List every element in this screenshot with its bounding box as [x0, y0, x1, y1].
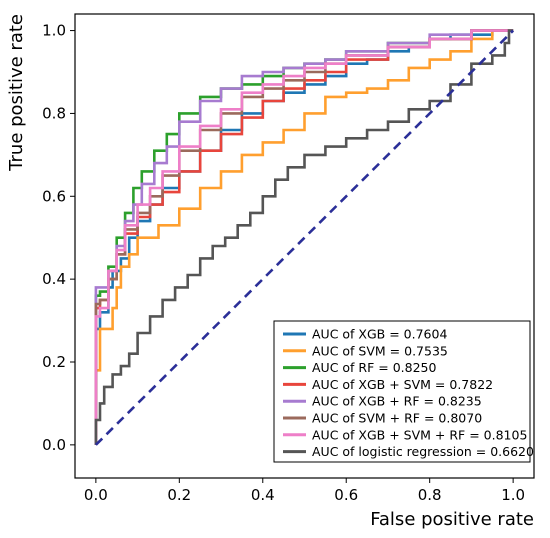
- y-tick-label: 0.4: [42, 270, 66, 288]
- series-line-7: [94, 29, 514, 445]
- plot-frame: [74, 13, 535, 479]
- axis-ticks: 0.0 0.2 0.4 0.6 0.8 1.0 0.0 0.2 0.4 0.6 0.8 1.0: [42, 22, 525, 504]
- x-tick-label: 0.2: [167, 486, 191, 504]
- y-tick-label: 0.0: [42, 436, 66, 454]
- legend-label: AUC of XGB + SVM = 0.7822: [312, 377, 493, 392]
- legend-label: AUC of XGB = 0.7604: [312, 327, 447, 342]
- x-tick-label: 1.0: [501, 486, 525, 504]
- y-tick-label: 0.2: [42, 353, 66, 371]
- x-axis-title: False positive rate: [370, 509, 534, 530]
- chance-diagonal-line: [94, 29, 515, 446]
- legend-box: [273, 320, 531, 463]
- series-line-5: [94, 29, 514, 445]
- legend-label: AUC of logistic regression = 0.6620: [312, 444, 534, 459]
- series-line-2: [94, 29, 514, 445]
- legend-label: AUC of SVM = 0.7535: [312, 343, 448, 358]
- x-tick-label: 0.4: [251, 486, 275, 504]
- series-line-8: [94, 29, 514, 445]
- y-axis-title: True positive rate: [6, 14, 27, 172]
- y-tick-label: 0.6: [42, 187, 66, 205]
- y-tick-label: 1.0: [42, 22, 66, 40]
- y-tick-label: 0.8: [42, 104, 66, 122]
- legend-label: AUC of SVM + RF = 0.8070: [312, 411, 482, 426]
- legend-label: AUC of RF = 0.8250: [312, 360, 437, 375]
- x-tick-label: 0.0: [84, 486, 108, 504]
- x-tick-label: 0.8: [418, 486, 442, 504]
- legend-label: AUC of XGB + RF = 0.8235: [312, 394, 482, 409]
- plot-area: [94, 29, 515, 446]
- legend-label: AUC of XGB + SVM + RF = 0.8105: [312, 427, 527, 442]
- x-tick-label: 0.6: [334, 486, 358, 504]
